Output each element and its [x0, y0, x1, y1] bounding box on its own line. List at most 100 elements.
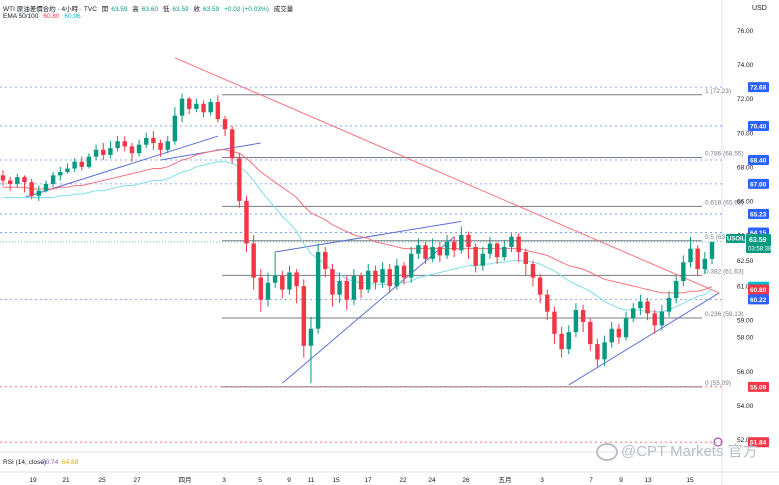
candle-body: [559, 333, 564, 350]
candle-body: [530, 263, 536, 278]
candle: [144, 132, 149, 149]
candle-body: [616, 328, 622, 338]
rsi-value: 70.74: [42, 459, 59, 466]
candle: [616, 323, 622, 345]
watermark: @CPT Markets 官方: [596, 440, 758, 462]
price-tag-box: [748, 437, 769, 448]
candle: [645, 298, 650, 321]
price-tag: 55.09: [748, 381, 769, 392]
ema50-value: 60.80: [43, 13, 60, 20]
candle: [251, 235, 256, 290]
candle-body: [366, 270, 371, 290]
candle: [93, 144, 99, 161]
candle-body: [287, 272, 292, 290]
candle-body: [430, 246, 435, 259]
ema-label: EMA 50/100: [3, 13, 39, 20]
candle: [609, 321, 614, 348]
candle-body: [494, 243, 500, 258]
candle-body: [43, 183, 49, 191]
time-tick-label: 24: [428, 477, 436, 484]
price-tag-value: 72.68: [750, 85, 767, 92]
candle-body: [423, 245, 428, 259]
downtrend-line: [174, 57, 720, 294]
candle-body: [208, 102, 213, 113]
candle-body: [609, 328, 614, 343]
time-tick-label: 26: [462, 477, 470, 484]
candle: [430, 238, 435, 263]
candle: [151, 131, 156, 150]
ema50-line: [3, 149, 713, 294]
candle-body: [72, 161, 77, 169]
close-label: 收: [193, 6, 200, 13]
candle-body: [122, 141, 127, 147]
low-value: 63.59: [172, 6, 189, 13]
candle: [666, 291, 672, 317]
candle-body: [466, 235, 471, 247]
candle: [631, 303, 636, 322]
price-tag-value: 60.22: [750, 297, 767, 304]
candle-body: [244, 200, 249, 244]
price-tag-value: 65.23: [750, 212, 767, 219]
candle: [459, 226, 464, 254]
candle-body: [151, 137, 156, 143]
candle: [673, 275, 679, 304]
candle-body: [308, 328, 314, 346]
high-value: 63.60: [141, 6, 159, 13]
symbol-tag-text: USOIL: [727, 236, 746, 242]
candle-body: [652, 313, 657, 326]
candle: [43, 180, 49, 193]
candle: [115, 136, 120, 152]
candle-body: [36, 190, 42, 196]
candle: [688, 236, 693, 268]
candle-body: [537, 277, 543, 295]
current-price-value: 63.59: [749, 237, 767, 244]
candle: [509, 233, 514, 253]
candle-body: [258, 277, 264, 300]
candle-body: [201, 103, 206, 113]
candle-body: [566, 332, 571, 350]
candle: [351, 269, 357, 305]
candle-body: [79, 161, 84, 167]
candle: [466, 231, 471, 259]
candle: [301, 279, 307, 358]
candle-body: [237, 158, 242, 201]
candle: [337, 272, 342, 304]
candle-body: [158, 142, 163, 150]
price-tick-label: 58.00: [737, 335, 754, 342]
price-tag-value: 51.84: [750, 440, 767, 447]
price-tag: 60.80: [748, 284, 769, 295]
candle: [552, 306, 557, 345]
price-tick-label: 54.00: [737, 403, 754, 410]
candle: [215, 95, 221, 123]
candle: [108, 141, 113, 159]
candle: [437, 241, 443, 263]
candle: [165, 136, 170, 154]
candle: [158, 139, 163, 157]
candle-body: [702, 258, 708, 270]
candle-body: [229, 129, 235, 159]
current-price-box: [746, 233, 771, 253]
candle-body: [186, 98, 192, 109]
candle: [595, 338, 600, 368]
open-label: 開: [101, 6, 109, 13]
price-tag-value: 70.40: [750, 123, 767, 130]
price-tick-label: 61.00: [737, 284, 754, 291]
candle: [50, 171, 56, 188]
candle: [408, 246, 414, 283]
candle-body: [351, 275, 357, 300]
candle-body: [136, 144, 142, 154]
candle: [659, 304, 665, 331]
candle-body: [101, 149, 106, 155]
candle-body: [358, 275, 364, 290]
candle: [101, 142, 106, 161]
candle: [588, 318, 593, 351]
candle: [344, 275, 349, 310]
candle-body: [294, 272, 299, 287]
candle-body: [344, 281, 349, 300]
candle: [623, 311, 629, 341]
candle: [129, 142, 135, 162]
candle-body: [666, 298, 672, 312]
candle-body: [179, 98, 185, 116]
price-tag: 68.40: [748, 155, 769, 166]
